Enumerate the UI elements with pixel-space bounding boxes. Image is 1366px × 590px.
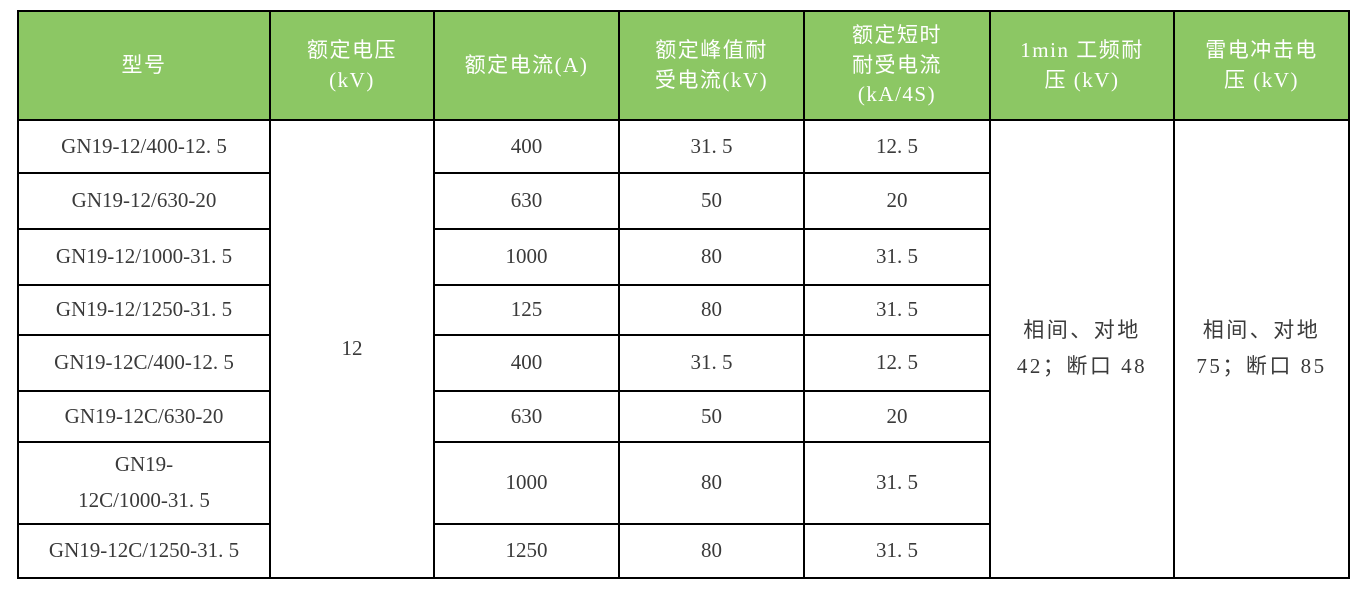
- spec-table: 型号 额定电压 (kV) 额定电流(A) 额定峰值耐 受电流(kV) 额定短时 …: [17, 10, 1350, 579]
- header-rated-voltage: 额定电压 (kV): [269, 10, 435, 121]
- cell-model: GN19-12C/630-20: [17, 390, 271, 443]
- cell-peak-withstand-current: 80: [618, 523, 805, 579]
- cell-short-time-withstand-current: 31. 5: [803, 284, 991, 336]
- cell-rated-current: 630: [433, 172, 620, 230]
- table-row: GN19-12/1000-31. 5 1000 80 31. 5: [17, 228, 1349, 286]
- cell-rated-current: 400: [433, 119, 620, 174]
- cell-short-time-withstand-current: 20: [803, 172, 991, 230]
- cell-power-frequency-merged: 相间、对地 42；断口 48: [989, 119, 1175, 579]
- header-peak-withstand-current: 额定峰值耐 受电流(kV): [618, 10, 805, 121]
- table-row: GN19-12C/400-12. 5 400 31. 5 12. 5: [17, 334, 1349, 392]
- cell-rated-current: 630: [433, 390, 620, 443]
- table-row: GN19-12/630-20 630 50 20: [17, 172, 1349, 230]
- cell-short-time-withstand-current: 31. 5: [803, 228, 991, 286]
- cell-peak-withstand-current: 80: [618, 284, 805, 336]
- header-row: 型号 额定电压 (kV) 额定电流(A) 额定峰值耐 受电流(kV) 额定短时 …: [17, 10, 1350, 121]
- cell-model: GN19-12/1000-31. 5: [17, 228, 271, 286]
- cell-peak-withstand-current: 50: [618, 390, 805, 443]
- cell-model: GN19-12C/1250-31. 5: [17, 523, 271, 579]
- header-rated-current: 额定电流(A): [433, 10, 620, 121]
- cell-peak-withstand-current: 50: [618, 172, 805, 230]
- cell-peak-withstand-current: 31. 5: [618, 119, 805, 174]
- header-short-time-withstand-current: 额定短时 耐受电流 (kA/4S): [803, 10, 991, 121]
- cell-model: GN19-12/1250-31. 5: [17, 284, 271, 336]
- table-row: GN19-12/400-12. 5 12 400 31. 5 12. 5 相间、…: [17, 119, 1350, 579]
- cell-rated-current: 400: [433, 334, 620, 392]
- header-power-frequency-withstand-voltage: 1min 工频耐 压 (kV): [989, 10, 1175, 121]
- cell-rated-current: 125: [433, 284, 620, 336]
- cell-model: GN19-12/630-20: [17, 172, 271, 230]
- table-row: GN19-12C/1250-31. 5 1250 80 31. 5: [17, 523, 1349, 579]
- cell-rated-current: 1000: [433, 228, 620, 286]
- cell-peak-withstand-current: 80: [618, 228, 805, 286]
- spec-table-container: 型号 额定电压 (kV) 额定电流(A) 额定峰值耐 受电流(kV) 额定短时 …: [17, 10, 1350, 579]
- cell-short-time-withstand-current: 12. 5: [803, 334, 991, 392]
- cell-short-time-withstand-current: 20: [803, 390, 991, 443]
- cell-model: GN19-12C/400-12. 5: [17, 334, 271, 392]
- table-row: GN19- 12C/1000-31. 5 1000 80 31. 5: [17, 441, 1349, 525]
- cell-model: GN19- 12C/1000-31. 5: [17, 441, 271, 525]
- cell-rated-voltage-merged: 12: [269, 119, 435, 579]
- table-row: GN19-12/1250-31. 5 125 80 31. 5: [17, 284, 1349, 336]
- cell-rated-current: 1250: [433, 523, 620, 579]
- cell-short-time-withstand-current: 31. 5: [803, 523, 991, 579]
- cell-peak-withstand-current: 31. 5: [618, 334, 805, 392]
- cell-short-time-withstand-current: 12. 5: [803, 119, 991, 174]
- cell-rated-current: 1000: [433, 441, 620, 525]
- table-row: GN19-12C/630-20 630 50 20: [17, 390, 1349, 443]
- cell-model: GN19-12/400-12. 5: [17, 119, 271, 174]
- cell-peak-withstand-current: 80: [618, 441, 805, 525]
- cell-short-time-withstand-current: 31. 5: [803, 441, 991, 525]
- header-model: 型号: [17, 10, 271, 121]
- header-lightning-impulse-voltage: 雷电冲击电 压 (kV): [1173, 10, 1350, 121]
- cell-lightning-impulse-merged: 相间、对地 75；断口 85: [1173, 119, 1350, 579]
